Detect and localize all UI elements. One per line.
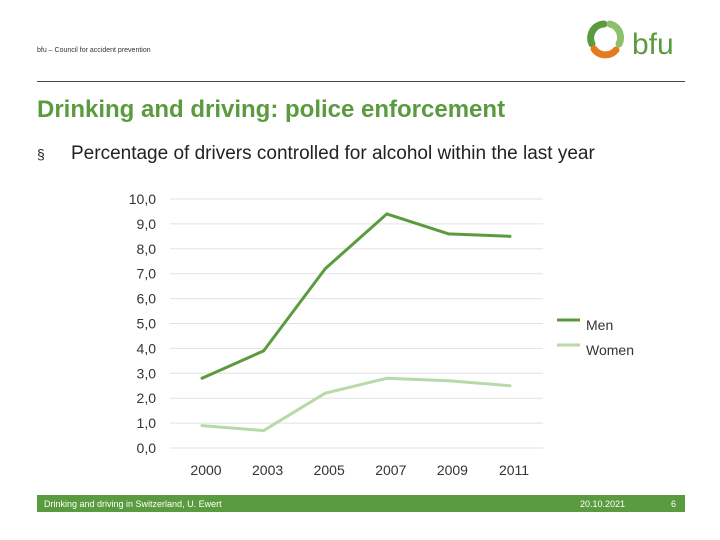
data-point: [446, 232, 450, 236]
y-tick-label: 0,0: [137, 440, 157, 456]
y-tick-label: 5,0: [137, 316, 157, 332]
bullet-marker: §: [37, 146, 45, 162]
x-tick-label: 2011: [499, 462, 529, 478]
header-divider: [37, 81, 685, 82]
footer-page-number: 6: [671, 499, 677, 509]
y-tick-label: 10,0: [129, 191, 156, 207]
logo-text: bfu: [632, 28, 674, 61]
legend-label-women: Women: [586, 342, 634, 358]
x-tick-label: 2007: [375, 462, 406, 478]
footer-date: 20.10.2021: [580, 499, 626, 509]
y-tick-label: 1,0: [137, 415, 157, 431]
y-tick-label: 7,0: [137, 266, 157, 282]
x-axis-ticks: 2000 2003 2005 2007 2009 2011: [190, 462, 529, 478]
y-tick-label: 8,0: [137, 241, 157, 257]
x-tick-label: 2000: [190, 462, 221, 478]
y-tick-label: 6,0: [137, 291, 157, 307]
data-point: [200, 424, 204, 428]
y-axis-ticks: 0,0 1,0 2,0 3,0 4,0 5,0 6,0 7,0 8,0 9,0 10,0: [129, 191, 156, 456]
series-lines: [200, 212, 512, 433]
bfu-ring-logo-icon: [587, 20, 625, 59]
y-tick-label: 3,0: [137, 365, 157, 381]
x-tick-label: 2003: [252, 462, 283, 478]
bfu-logo: bfu: [587, 20, 674, 61]
x-tick-label: 2005: [314, 462, 345, 478]
data-point: [508, 384, 512, 388]
y-tick-label: 2,0: [137, 390, 157, 406]
data-point: [446, 379, 450, 383]
footer-presentation-title: Drinking and driving in Switzerland, U. …: [44, 499, 222, 509]
data-point: [262, 429, 266, 433]
footer-bar: [37, 495, 685, 512]
data-point: [385, 376, 389, 380]
data-point: [508, 234, 512, 238]
y-tick-label: 4,0: [137, 340, 157, 356]
legend: Men Women: [557, 317, 634, 358]
y-tick-label: 9,0: [137, 216, 157, 232]
data-point: [385, 212, 389, 216]
series-line-women: [201, 376, 511, 433]
data-point: [262, 349, 266, 353]
x-tick-label: 2009: [437, 462, 468, 478]
bullet-text: Percentage of drivers controlled for alc…: [71, 143, 595, 164]
data-point: [323, 391, 327, 395]
series-line-men: [201, 212, 511, 380]
data-point: [200, 376, 204, 380]
organization-text: bfu – Council for accident prevention: [37, 47, 151, 54]
chart-grid: [170, 198, 543, 449]
page-title: Drinking and driving: police enforcement: [37, 96, 506, 123]
data-point: [323, 267, 327, 271]
legend-label-men: Men: [586, 317, 613, 333]
